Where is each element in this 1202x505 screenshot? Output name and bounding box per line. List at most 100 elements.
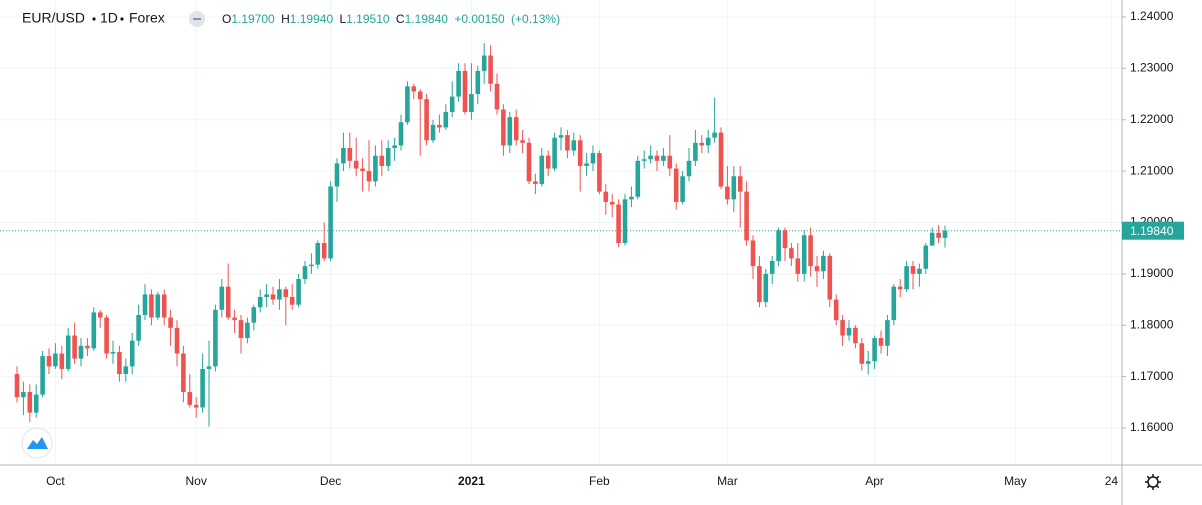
candle-body: [277, 289, 282, 300]
candle-body: [309, 264, 314, 267]
candle-body: [833, 299, 839, 321]
candle-body: [769, 261, 775, 274]
candle-body: [629, 196, 634, 200]
candle-body: [97, 312, 103, 318]
candle-body: [654, 155, 660, 161]
candle-body: [462, 70, 468, 113]
x-tick-label: Feb: [589, 474, 610, 488]
legend-key: C: [396, 12, 405, 26]
candle-body: [609, 201, 615, 205]
change-percent: (+0.13%): [511, 12, 560, 26]
candle-body: [321, 243, 327, 259]
candle-body: [801, 235, 807, 274]
candle-body: [328, 186, 333, 259]
candle-body: [456, 70, 461, 97]
candle-body: [865, 361, 871, 364]
candle-body: [616, 204, 621, 244]
candle-body: [744, 191, 749, 241]
candle-body: [46, 356, 52, 367]
candle-body: [507, 117, 513, 146]
candle-body: [513, 117, 519, 141]
y-tick-label: 1.16000: [1130, 420, 1174, 434]
legend-value: 1.19510: [346, 12, 390, 26]
candle-body: [181, 353, 186, 393]
candle-body: [539, 155, 545, 184]
candle-body: [59, 353, 65, 369]
candle-body: [545, 155, 551, 169]
candle-body: [891, 286, 897, 321]
candle-body: [129, 340, 135, 367]
candle-body: [693, 142, 698, 161]
candle-body: [872, 338, 877, 362]
candle-body: [641, 159, 647, 161]
change: +0.00150: [454, 12, 505, 26]
candle-body: [705, 137, 711, 146]
candle-body: [814, 266, 820, 272]
candle-body: [392, 145, 397, 148]
x-tick-label: Apr: [865, 474, 884, 488]
candle-body: [91, 312, 97, 349]
candle-body: [405, 86, 410, 123]
candle-body: [104, 317, 109, 354]
separator: [92, 17, 96, 21]
candle-body: [846, 327, 852, 336]
candle-body: [360, 168, 365, 172]
candle-body: [635, 160, 641, 197]
candle-body: [526, 142, 532, 182]
candle-body: [699, 142, 705, 146]
candle-body: [78, 345, 84, 359]
logo[interactable]: [21, 427, 53, 459]
candle-body: [398, 122, 404, 146]
candle-body: [731, 176, 737, 200]
candle-body: [14, 374, 20, 398]
candle-body: [571, 140, 577, 151]
candle-body: [673, 168, 679, 202]
x-tick-label: 24: [1105, 474, 1119, 488]
candle-body: [443, 112, 449, 128]
candle-body: [565, 135, 570, 151]
candles: [14, 43, 948, 427]
candle-body: [168, 317, 173, 328]
candle-body: [347, 147, 353, 161]
candle-body: [245, 322, 250, 339]
last-price-tag: [1122, 221, 1184, 240]
candle-body: [251, 307, 257, 323]
candle-body: [264, 294, 269, 297]
candle-body: [552, 137, 557, 169]
candle-body: [533, 181, 538, 184]
candle-body: [193, 404, 199, 408]
candle-body: [232, 317, 237, 321]
symbol[interactable]: EUR/USD: [22, 10, 85, 26]
settings-icon: [1145, 474, 1161, 490]
candle-body: [385, 147, 391, 166]
candle-body: [225, 286, 231, 318]
candle-body: [424, 99, 429, 141]
candle-body: [437, 124, 442, 128]
candle-body: [149, 294, 154, 318]
candle-body: [520, 140, 525, 143]
candle-body: [942, 230, 948, 238]
candle-body: [923, 245, 929, 269]
candle-body: [110, 351, 116, 354]
interval[interactable]: 1D: [100, 10, 118, 26]
candle-body: [603, 191, 609, 202]
x-tick-label: May: [1004, 474, 1027, 488]
x-tick-label: 2021: [458, 474, 485, 488]
candle-body: [737, 176, 743, 192]
candle-body: [27, 392, 33, 413]
x-tick-label: Nov: [186, 474, 207, 488]
candle-body: [334, 163, 340, 187]
candle-body: [411, 86, 417, 92]
candle-body: [213, 309, 218, 367]
last-price-label: 1.19840: [1130, 224, 1174, 238]
x-tick-label: Oct: [46, 474, 65, 488]
candle-body: [936, 232, 941, 238]
candle-body: [449, 96, 455, 113]
candle-body: [750, 240, 756, 267]
candle-body: [353, 160, 359, 169]
candle-body: [885, 320, 890, 346]
legend-value: 1.19700: [231, 12, 275, 26]
candle-body: [808, 235, 813, 267]
candle-body: [117, 351, 122, 375]
